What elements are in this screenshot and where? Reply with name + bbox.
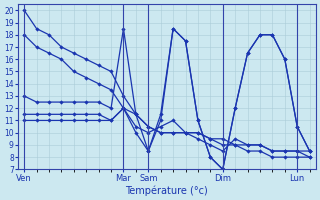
X-axis label: Température (°c): Température (°c) [125,185,208,196]
